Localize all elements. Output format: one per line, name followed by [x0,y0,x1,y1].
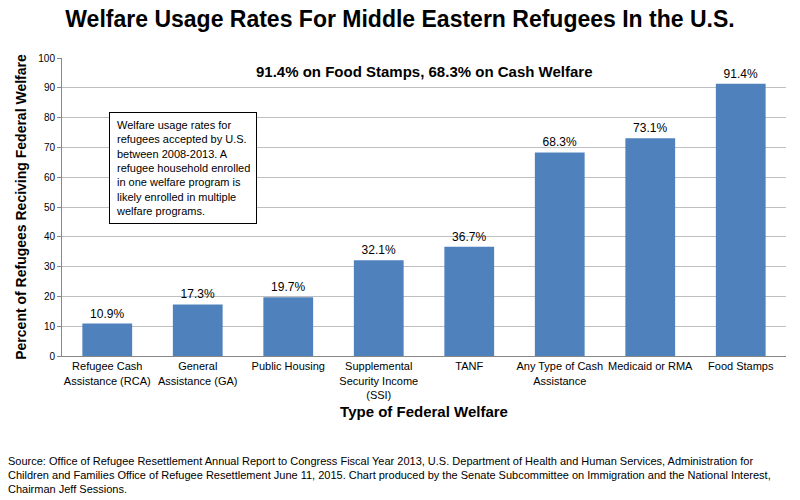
svg-text:19.7%: 19.7% [271,280,305,294]
svg-text:Percent of Refugees Reciving F: Percent of Refugees Reciving Federal Wel… [13,54,29,360]
svg-text:60: 60 [44,172,56,183]
svg-text:50: 50 [44,202,56,213]
svg-text:20: 20 [44,291,56,302]
svg-text:73.1%: 73.1% [633,121,667,135]
svg-text:Refugee CashAssistance (RCA): Refugee CashAssistance (RCA) [64,360,151,386]
html-text:Source: Office of Refugee Rese: Source: Office of Refugee Resettlement A… [8,455,771,495]
svg-text:Medicaid or RMA: Medicaid or RMA [608,360,693,372]
svg-text:Welfare usage rates forrefugee: Welfare usage rates forrefugees accepted… [116,119,250,217]
svg-text:90: 90 [44,82,56,93]
svg-text:80: 80 [44,112,56,123]
svg-text:GeneralAssistance (GA): GeneralAssistance (GA) [158,360,237,386]
svg-text:32.1%: 32.1% [362,243,396,257]
svg-text:70: 70 [44,142,56,153]
svg-text:40: 40 [44,231,56,242]
svg-text:Type of Federal Welfare: Type of Federal Welfare [340,403,508,420]
svg-text:10.9%: 10.9% [90,307,124,321]
svg-text:10: 10 [44,321,56,332]
svg-text:Food Stamps: Food Stamps [708,360,774,372]
svg-text:100: 100 [38,53,55,64]
svg-text:30: 30 [44,261,56,272]
svg-text:91.4%: 91.4% [724,67,758,81]
svg-text:TANF: TANF [455,360,483,372]
svg-text:91.4% on Food Stamps, 68.3% on: 91.4% on Food Stamps, 68.3% on Cash Welf… [256,63,592,80]
svg-text:Any Type of CashAssistance: Any Type of CashAssistance [516,360,603,386]
svg-text:Welfare Usage Rates For Middle: Welfare Usage Rates For Middle Eastern R… [65,6,734,32]
svg-text:17.3%: 17.3% [181,287,215,301]
svg-text:68.3%: 68.3% [543,135,577,149]
svg-text:0: 0 [49,351,55,362]
svg-text:Public Housing: Public Housing [252,360,325,372]
svg-text:36.7%: 36.7% [452,230,486,244]
svg-text:SupplementalSecurity Income(SS: SupplementalSecurity Income(SSI) [339,360,418,401]
